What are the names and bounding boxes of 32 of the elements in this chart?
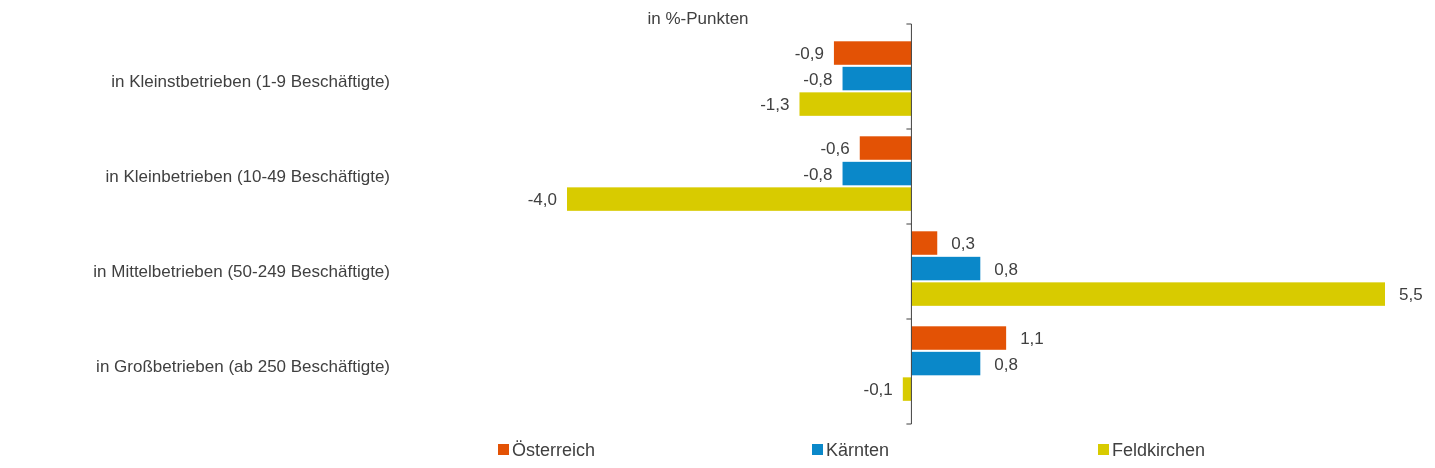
data-label: -1,3 xyxy=(760,95,790,115)
bar xyxy=(859,136,912,160)
y-tick-label: in Kleinstbetrieben (1-9 Beschäftigte) xyxy=(111,72,390,92)
data-label: 0,3 xyxy=(951,233,975,253)
data-label: -0,8 xyxy=(803,69,833,89)
y-tick-label: in Kleinbetrieben (10-49 Beschäftigte) xyxy=(105,167,390,187)
bar xyxy=(567,187,912,211)
legend-label: Österreich xyxy=(512,440,596,461)
data-label: 5,5 xyxy=(1399,285,1423,305)
data-label: -0,9 xyxy=(794,43,824,63)
data-label: 1,1 xyxy=(1020,328,1044,348)
bar xyxy=(842,161,912,186)
legend-label: Kärnten xyxy=(826,440,890,461)
bar xyxy=(911,231,938,255)
bar xyxy=(833,41,912,65)
legend-label: Feldkirchen xyxy=(1112,440,1206,461)
y-tick-label: in Mittelbetrieben (50-249 Beschäftigte) xyxy=(93,262,390,282)
bar xyxy=(799,92,912,116)
chart-title: in %-Punkten xyxy=(647,9,749,28)
data-label: -4,0 xyxy=(527,190,557,210)
y-tick-label: in Großbetrieben (ab 250 Beschäftigte) xyxy=(96,357,390,377)
bar xyxy=(911,256,981,281)
bar xyxy=(911,326,1007,350)
bar xyxy=(842,66,912,91)
bar xyxy=(902,377,912,401)
bar xyxy=(911,351,981,376)
data-label: -0,8 xyxy=(803,164,833,184)
data-label: 0,8 xyxy=(994,259,1018,279)
data-label: 0,8 xyxy=(994,354,1018,374)
bar xyxy=(911,282,1385,306)
data-label: -0,1 xyxy=(863,380,893,400)
data-label: -0,6 xyxy=(820,138,850,158)
